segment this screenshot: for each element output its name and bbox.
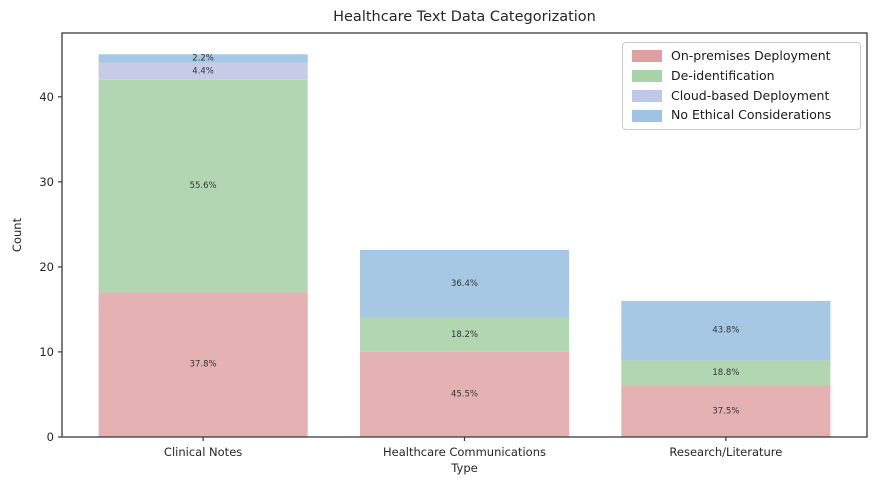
segment-label: 18.2% [451,330,478,340]
segment-label: 37.5% [712,407,739,417]
bar-segment [360,249,570,318]
legend-item: On-premises Deployment [632,48,851,63]
segment-label: 4.4% [192,66,214,76]
legend-item: Cloud-based Deployment [632,87,851,103]
bar-segment [360,317,570,352]
bar-segment [98,62,308,80]
legend-item: De-identification [632,67,851,83]
chart-title: Healthcare Text Data Categorization [333,9,596,25]
legend-label: On-premises Deployment [671,48,831,63]
segment-label: 45.5% [451,390,478,400]
segment-label: 18.8% [712,368,739,378]
segment-label: 2.2% [192,54,214,64]
y-tick-label: 20 [39,260,54,274]
legend-swatch-icon [632,109,662,122]
legend-label: De-identification [671,67,775,83]
segment-label: 36.4% [451,279,478,289]
segment-label: 55.6% [190,181,217,191]
legend-label: Cloud-based Deployment [671,87,830,103]
bar-segment [621,360,831,386]
bar-segment [98,292,308,437]
legend-swatch-icon [632,89,662,102]
y-axis-label: Count [10,217,24,253]
legend-swatch-icon [632,50,662,63]
legend: On-premises Deployment De-identification C… [622,42,861,130]
x-tick-label: Research/Literature [669,445,782,459]
bar-segment [98,54,308,63]
y-tick-label: 30 [39,175,54,189]
y-tick-label: 10 [39,345,54,359]
x-tick-label: Healthcare Communications [383,445,546,459]
legend-item: No Ethical Considerations [632,109,851,122]
segment-label: 37.8% [190,360,217,370]
bar-segment [98,79,308,293]
legend-label: No Ethical Considerations [671,107,832,123]
legend-swatch-icon [632,70,662,83]
x-axis-label: Type [451,461,478,475]
segment-label: 43.8% [712,326,739,336]
bar-segment [621,300,831,361]
bar-segment [621,386,831,437]
axes-spines [61,32,868,438]
bar-segment [360,351,570,437]
y-tick-label: 40 [39,90,54,104]
x-tick-label: Clinical Notes [164,445,242,459]
y-tick-label: 0 [47,430,54,444]
